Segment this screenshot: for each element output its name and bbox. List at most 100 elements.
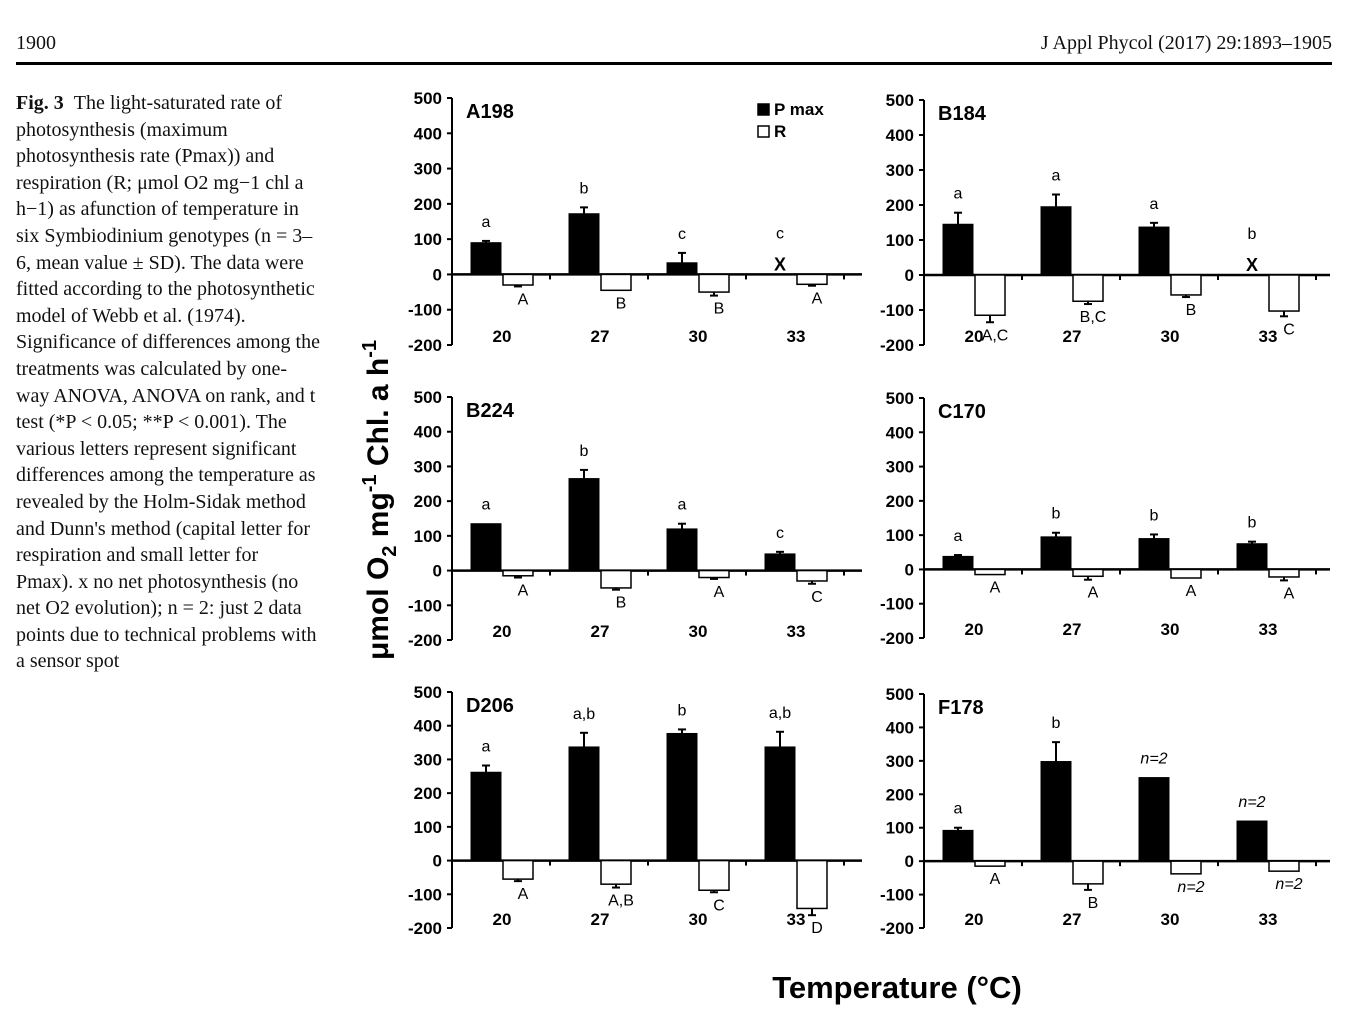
pmax-bar [1236,543,1268,570]
pmax-significance-letter: b [580,180,589,197]
y-tick-label: 200 [886,492,914,511]
y-tick-label: 400 [414,423,442,442]
y-tick-label: 0 [905,560,914,579]
y-tick-label: 300 [414,750,442,769]
y-tick-label: 0 [905,852,914,871]
pmax-bar [1236,820,1268,862]
r-bar [600,859,632,885]
x-tick-label: 30 [689,910,708,929]
chart-panel-f178: 500 400 300 200 100 0 -100 -200 F178 a A 20 b B 27 n=2 n… [880,685,1330,938]
y-tick-label: 400 [414,124,442,143]
pmax-bar [942,829,974,862]
y-tick-label: 100 [414,527,442,546]
r-bar [1268,274,1300,312]
r-significance-letter: A [714,584,725,601]
y-tick-label: 200 [414,195,442,214]
r-significance-letter: A [990,580,1001,597]
y-tick-label: 300 [886,161,914,180]
panel-title: B184 [938,103,987,125]
y-tick-label: 100 [414,818,442,837]
y-tick-label: -200 [880,919,914,938]
x-tick-label: 20 [493,622,512,641]
r-significance-letter: A [1284,585,1295,602]
pmax-bar [666,262,698,275]
header-rule [16,62,1332,65]
pmax-bar [1040,536,1072,570]
r-bar [600,569,632,589]
x-tick-label: 27 [591,327,610,346]
pmax-significance-letter: a [954,528,963,545]
y-tick-label: -100 [408,301,442,320]
y-tick-label: 500 [886,389,914,408]
chart-panel-c170: 500 400 300 200 100 0 -100 -200 C170 a A 20 b A 27 b A 30… [880,389,1330,648]
x-tick-label: 27 [1063,327,1082,346]
no-photosynthesis-marker: X [1246,255,1258,275]
figure-caption: Fig. 3 The light-saturated rate of photo… [16,90,320,675]
x-tick-label: 33 [1259,327,1278,346]
y-tick-label: 200 [886,196,914,215]
pmax-significance-letter: b [678,702,687,719]
page-number: 1900 [16,32,56,54]
pmax-significance-letter: n=2 [1238,794,1265,811]
r-significance-letter: A [518,291,529,308]
r-bar [1268,568,1300,578]
pmax-significance-letter: a [1150,196,1159,213]
r-bar [1170,860,1202,875]
pmax-significance-letter: a [482,497,491,514]
y-tick-label: 200 [414,492,442,511]
x-tick-label: 27 [1063,910,1082,929]
panel-title: F178 [938,697,984,719]
r-bar [796,569,828,582]
x-tick-label: 20 [965,910,984,929]
r-bar [698,859,730,891]
r-bar [1170,274,1202,296]
pmax-significance-letter: b [580,443,589,460]
pmax-bar [470,242,502,275]
r-significance-letter: A [1186,583,1197,600]
y-tick-label: -200 [408,631,442,650]
x-tick-label: 30 [1161,910,1180,929]
y-tick-label: -100 [408,885,442,904]
pmax-significance-letter: b [1248,515,1257,532]
x-tick-label: 33 [1259,910,1278,929]
pmax-bar [470,771,502,862]
y-tick-label: -100 [408,596,442,615]
r-bar [796,273,828,286]
pmax-significance-letter: a [482,738,491,755]
r-bar [1072,860,1104,885]
pmax-significance-letter: b [1248,226,1257,243]
panel-title: C170 [938,401,986,423]
y-tick-label: 300 [886,458,914,477]
pmax-significance-letter: a [954,801,963,818]
y-tick-label: -100 [880,886,914,905]
pmax-significance-letter: c [776,225,784,242]
r-bar [1170,568,1202,579]
r-bar [502,273,534,286]
r-bar [698,273,730,293]
r-significance-letter: A [518,886,529,903]
y-tick-label: -200 [408,919,442,938]
pmax-significance-letter: c [776,525,784,542]
legend-r-swatch [757,125,770,138]
x-tick-label: 30 [689,622,708,641]
panel-title: D206 [466,695,514,717]
x-tick-label: 33 [787,622,806,641]
panel-title: B224 [466,400,515,422]
r-significance-letter: n=2 [1177,879,1204,896]
pmax-bar [1138,538,1170,570]
no-photosynthesis-marker: X [774,254,786,274]
x-tick-label: 33 [1259,620,1278,639]
x-axis-label: Temperature (°C) [772,970,1022,1005]
pmax-significance-letter: a [678,497,687,514]
caption-label: Fig. 3 [16,92,64,114]
y-tick-label: 400 [886,423,914,442]
y-tick-label: 0 [905,266,914,285]
y-axis-label-sub: 2 [379,546,401,557]
y-tick-label: -100 [880,595,914,614]
x-tick-label: 20 [965,327,984,346]
y-tick-label: 200 [414,784,442,803]
y-tick-label: -200 [408,336,442,355]
r-bar [502,859,534,880]
r-significance-letter: A [518,583,529,600]
pmax-significance-letter: a,b [573,706,595,723]
